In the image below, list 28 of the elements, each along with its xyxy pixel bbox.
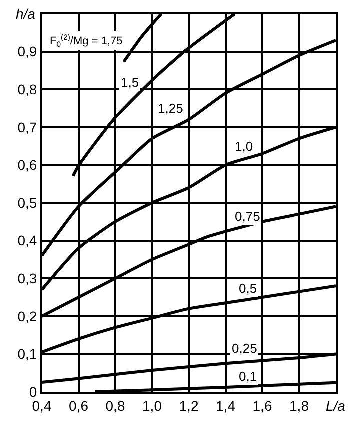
y-tick-label: 0,6: [18, 157, 38, 174]
y-tick-label: 0,2: [18, 308, 38, 324]
x-tick-label: 1,6: [252, 398, 272, 414]
y-tick-label: 0,7: [18, 119, 38, 136]
annotation: 1,0: [235, 139, 254, 154]
y-tick-label: 0,8: [18, 82, 38, 98]
y-tick-label: 0,9: [18, 44, 38, 60]
x-axis-title: L/a: [326, 398, 346, 414]
y-tick-label: 0,5: [18, 194, 38, 211]
x-tick-label: 0,6: [69, 398, 89, 414]
annotation: 0,1: [239, 369, 258, 384]
y-tick-label: 0,3: [18, 270, 38, 286]
x-tick-label: 1,2: [179, 398, 199, 414]
x-tick-label: 0,8: [106, 398, 126, 414]
x-tick-label: 1,0: [142, 398, 162, 414]
annotation: 0,25: [232, 341, 258, 356]
annotation: 0,75: [235, 209, 260, 224]
x-tick-label: 1,8: [290, 398, 310, 414]
y-tick-label: 0: [29, 384, 38, 400]
y-axis-title: h/a: [16, 6, 36, 22]
annotation: 0,5: [239, 281, 258, 296]
x-tick-label: 0,4: [32, 398, 52, 414]
y-tick-label: 0,1: [18, 346, 38, 362]
annotation: 1,25: [158, 101, 184, 116]
annotation: 1,5: [121, 75, 140, 90]
y-tick-label: 0,4: [18, 232, 38, 249]
x-tick-label: 1,4: [216, 398, 236, 414]
annotation: F$_{0}$$^{(2)}$/Mg = 1,75: [50, 33, 123, 49]
